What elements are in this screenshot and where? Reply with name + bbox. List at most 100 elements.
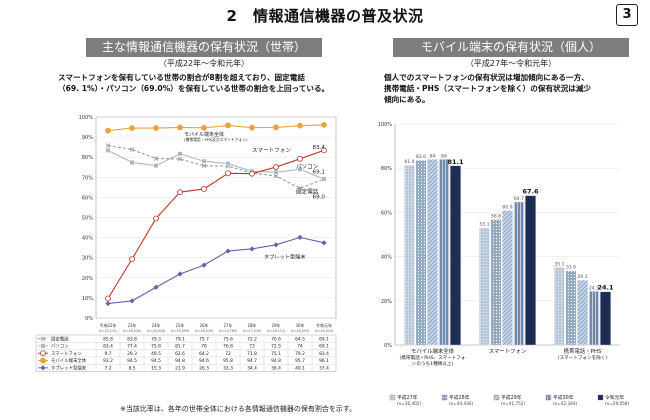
- line-y-tick: 30%: [82, 256, 93, 262]
- legend-label: 平成30年: [553, 394, 574, 401]
- bar-value-label: 83.6: [416, 154, 426, 160]
- right-description-line-3: 傾向にある。: [384, 95, 430, 104]
- legend-swatch: [389, 394, 396, 401]
- bar: [479, 227, 490, 346]
- data-table-cell: 15.3: [151, 365, 161, 371]
- line-y-tick: 100%: [79, 115, 94, 121]
- line-point: [225, 122, 231, 129]
- annotation-smartphone-value: 83.4: [313, 145, 326, 151]
- bar-category-label: ンのうち1種類以上): [412, 360, 454, 367]
- line-x-tick: 25年: [175, 322, 184, 328]
- data-table-cell: 9.7: [105, 351, 112, 357]
- line-point: [321, 176, 327, 182]
- legend-swatch: [597, 394, 604, 401]
- left-description: スマートフォンを保有している世帯の割合が8割を超えており、固定電話 （69. 1…: [58, 72, 358, 94]
- annotation-tablet: タブレット型端末: [264, 253, 306, 261]
- page-number: 3: [616, 4, 638, 26]
- bar: [404, 164, 415, 346]
- data-table-cell: 83.4: [319, 351, 329, 357]
- data-table-cell: 29.3: [127, 351, 137, 357]
- data-table-cell: 83.4: [103, 344, 113, 350]
- data-table-cell: 72.2: [247, 336, 257, 342]
- line-x-subtick: (n=16,530): [123, 329, 141, 333]
- bar: [490, 219, 502, 346]
- line-point: [297, 122, 303, 129]
- data-table-cell: 75.7: [199, 336, 209, 342]
- line-point: [225, 248, 231, 254]
- line-point: [153, 163, 159, 169]
- line-point: [177, 124, 183, 131]
- data-table-cell: 64.5: [295, 336, 305, 342]
- bar: [554, 267, 565, 346]
- data-table-cell: 73: [249, 344, 255, 350]
- bar-category-label: (携帯電話・PHS、スマートフォ: [400, 354, 466, 361]
- line-x-subtick: (n=17,040): [243, 329, 261, 333]
- bar-value-label: 33.6: [566, 265, 576, 271]
- bar: [525, 195, 536, 346]
- line-point: [321, 121, 327, 128]
- line-y-tick: 70%: [82, 175, 93, 181]
- bar-value-label: 35.1: [554, 261, 564, 267]
- data-table-cell: 94.7: [247, 358, 257, 364]
- bar: [450, 165, 461, 346]
- line-point: [273, 124, 279, 131]
- right-description-line-2: 携帯電話・PHS（スマートフォンを除く）の保有状況は減少: [384, 84, 592, 93]
- legend-label: 平成27年: [397, 394, 418, 401]
- data-table-row-label: モバイル端末全体: [51, 357, 87, 364]
- legend-sublabel: (n=41,752): [501, 401, 525, 406]
- data-table-key-marker: [40, 343, 46, 349]
- data-table-key-marker: [40, 365, 46, 371]
- data-table-cell: 8.5: [129, 365, 136, 371]
- line-series: [107, 124, 325, 132]
- line-point: [177, 156, 183, 162]
- bar-value-label: 81.4: [404, 159, 414, 165]
- line-x-subtick: (n=14,765): [219, 329, 237, 333]
- annotation-pc-value: 69.1: [313, 169, 326, 175]
- line-point: [321, 147, 327, 154]
- line-point: [129, 256, 135, 263]
- line-point: [153, 156, 159, 161]
- line-point: [129, 298, 135, 304]
- data-table-cell: 94.6: [199, 358, 209, 364]
- bar-value-label: 24.3: [589, 285, 599, 291]
- data-table-cell: 95.8: [223, 358, 233, 364]
- line-y-tick: 90%: [82, 135, 93, 141]
- bar-category-label: スマートフォン: [489, 348, 527, 355]
- bar-y-tick: 20%: [381, 299, 392, 305]
- line-x-subtick: (n=20,418): [147, 329, 165, 333]
- data-table-row-label: スマートフォン: [51, 351, 82, 357]
- line-x-tick: 28年: [247, 322, 256, 328]
- data-table-cell: 94.8: [271, 358, 281, 364]
- data-table-cell: 75.1: [271, 351, 281, 357]
- line-point: [177, 189, 183, 196]
- line-point: [273, 164, 279, 170]
- bar: [415, 160, 427, 346]
- data-table-cell: 74: [297, 344, 303, 350]
- data-table-cell: 7.2: [105, 365, 112, 371]
- bar: [438, 159, 450, 346]
- line-point: [297, 155, 303, 162]
- data-table-cell: 69.1: [319, 344, 329, 350]
- line-point: [225, 170, 231, 177]
- line-point: [129, 147, 135, 152]
- annotation-pc: パソコン: [296, 163, 319, 170]
- line-series: [107, 144, 325, 189]
- annotation-landline: 固定電話: [296, 187, 319, 195]
- line-y-tick: 50%: [82, 216, 93, 222]
- line-series: [107, 149, 325, 180]
- line-point: [153, 125, 159, 131]
- legend-sublabel: (n=44,430): [449, 401, 473, 406]
- data-table-cell: 93.2: [103, 358, 113, 364]
- data-table-cell: 26.3: [199, 365, 209, 371]
- line-point: [177, 151, 183, 157]
- data-table-cell: 95.7: [295, 358, 305, 364]
- line-point: [129, 125, 135, 131]
- data-table-cell: 72.5: [271, 344, 281, 350]
- line-point: [153, 215, 159, 222]
- line-chart: 0% 10% 20% 30% 40% 50% 60% 70% 80% 90% 100% モバイル端末全…: [35, 115, 337, 372]
- line-x-tick: 令和元年: [316, 322, 332, 328]
- data-table-cell: 21.9: [175, 365, 185, 371]
- data-table-cell: 94.5: [151, 358, 161, 364]
- data-table-cell: 79.3: [151, 336, 161, 342]
- legend-sublabel: (n=36,402): [397, 401, 421, 406]
